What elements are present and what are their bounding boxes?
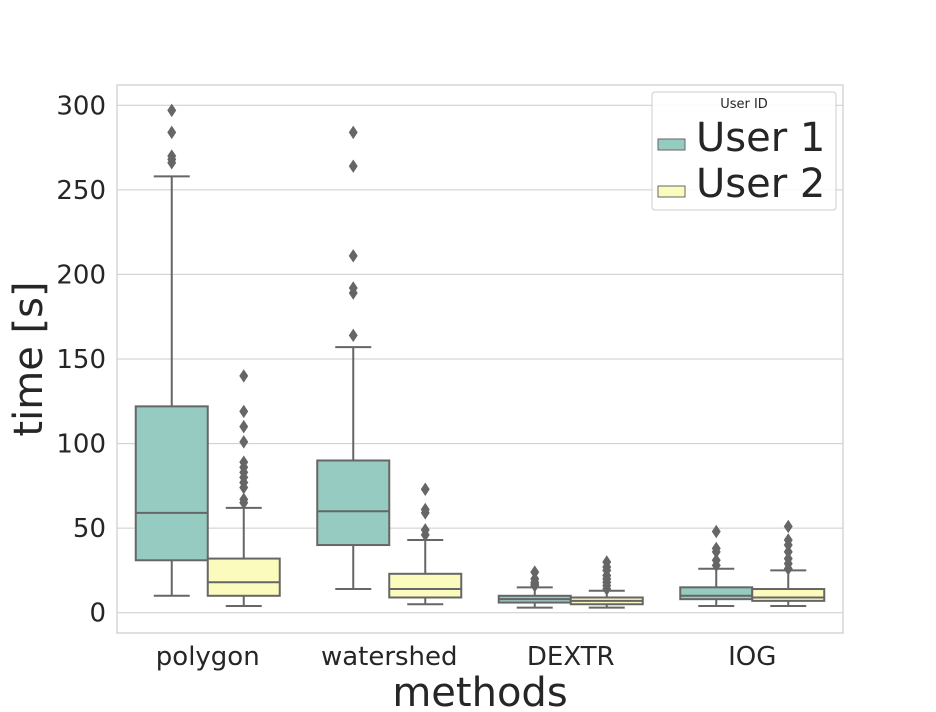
box-watershed-user-1-outlier-3 xyxy=(348,249,358,263)
box-polygon-user-2-iqr xyxy=(206,557,281,597)
x-tick-label-polygon: polygon xyxy=(156,642,260,672)
box-polygon-user-2-outlier-11 xyxy=(239,369,249,383)
box-iog-user-2-iqr xyxy=(751,588,826,602)
y-tick-label-200: 200 xyxy=(56,260,106,290)
legend-title: User ID xyxy=(720,97,768,112)
box-dextr-user-1-outlier-4 xyxy=(530,565,540,579)
x-tick-label-dextr: DEXTR xyxy=(527,642,615,672)
x-tick-label-iog: IOG xyxy=(728,642,776,672)
box-iog-user-2-outlier-3 xyxy=(783,545,793,559)
box-polygon-user-2-outlier-9 xyxy=(239,419,249,434)
box-watershed-user-1-outlier-4 xyxy=(348,159,358,173)
legend-swatch-user-1 xyxy=(657,138,686,151)
y-tick-label-50: 50 xyxy=(73,514,106,544)
box-iog-user-1-iqr xyxy=(679,586,754,601)
legend-label-user-1: User 1 xyxy=(696,115,825,161)
box-polygon-user-2 xyxy=(206,369,281,607)
y-tick-label-100: 100 xyxy=(56,430,106,460)
box-watershed-user-1-outlier-5 xyxy=(348,125,358,140)
box-polygon-user-2-outlier-1 xyxy=(239,492,249,507)
box-polygon-user-1 xyxy=(134,103,209,597)
y-tick-label-150: 150 xyxy=(56,345,106,375)
box-polygon-user-1-outlier-4 xyxy=(167,103,177,118)
y-tick-label-250: 250 xyxy=(56,176,106,206)
box-polygon-user-1-outlier-2 xyxy=(167,149,177,163)
box-iog-user-1-outlier-4 xyxy=(711,524,721,539)
box-iog-user-1 xyxy=(679,524,754,607)
box-dextr-user-1 xyxy=(497,565,572,609)
box-iog-user-2-outlier-2 xyxy=(783,551,793,566)
box-polygon-user-1-iqr xyxy=(134,405,209,562)
box-watershed-user-1 xyxy=(316,125,391,591)
box-watershed-user-1-outlier-0 xyxy=(348,328,358,343)
box-iog-user-1-outlier-3 xyxy=(711,541,721,556)
box-watershed-user-2-outlier-1 xyxy=(420,523,430,537)
box-iog-user-2-outlier-5 xyxy=(783,533,793,547)
legend-swatch-user-2 xyxy=(657,185,686,198)
legend-label-user-2: User 2 xyxy=(696,161,825,207)
box-dextr-user-1-outlier-3 xyxy=(530,572,540,586)
x-axis-tick-labels: polygon watershed DEXTR IOG xyxy=(156,642,777,672)
box-series xyxy=(134,103,826,609)
box-watershed-user-2-outlier-4 xyxy=(420,482,430,496)
box-dextr-user-2-outlier-7 xyxy=(602,555,612,569)
box-polygon-user-2-outlier-7 xyxy=(239,455,249,469)
box-watershed-user-2 xyxy=(388,482,463,606)
legend: User ID User 1 User 2 xyxy=(651,91,837,211)
box-watershed-user-2-iqr xyxy=(388,572,463,599)
box-watershed-user-2-outlier-3 xyxy=(420,502,430,517)
box-polygon-user-2-outlier-10 xyxy=(239,404,249,419)
y-tick-label-0: 0 xyxy=(89,599,106,629)
box-iog-user-2 xyxy=(751,519,826,607)
y-axis-label: time [s] xyxy=(6,281,52,436)
box-watershed-user-1-iqr xyxy=(316,459,391,547)
x-tick-label-watershed: watershed xyxy=(321,642,458,672)
legend-frame xyxy=(651,91,837,211)
box-iog-user-1-outlier-1 xyxy=(711,553,721,567)
box-polygon-user-2-outlier-8 xyxy=(239,435,249,449)
box-dextr-user-2 xyxy=(569,555,644,609)
x-axis-label: methods xyxy=(392,670,567,712)
plot-area-frame xyxy=(116,84,844,634)
box-iog-user-2-outlier-6 xyxy=(783,519,793,534)
y-axis-tick-labels: 0 50 100 150 200 250 300 xyxy=(56,91,106,628)
box-watershed-user-1-outlier-2 xyxy=(348,281,358,295)
y-tick-label-300: 300 xyxy=(56,91,106,121)
box-polygon-user-1-outlier-3 xyxy=(167,125,177,140)
